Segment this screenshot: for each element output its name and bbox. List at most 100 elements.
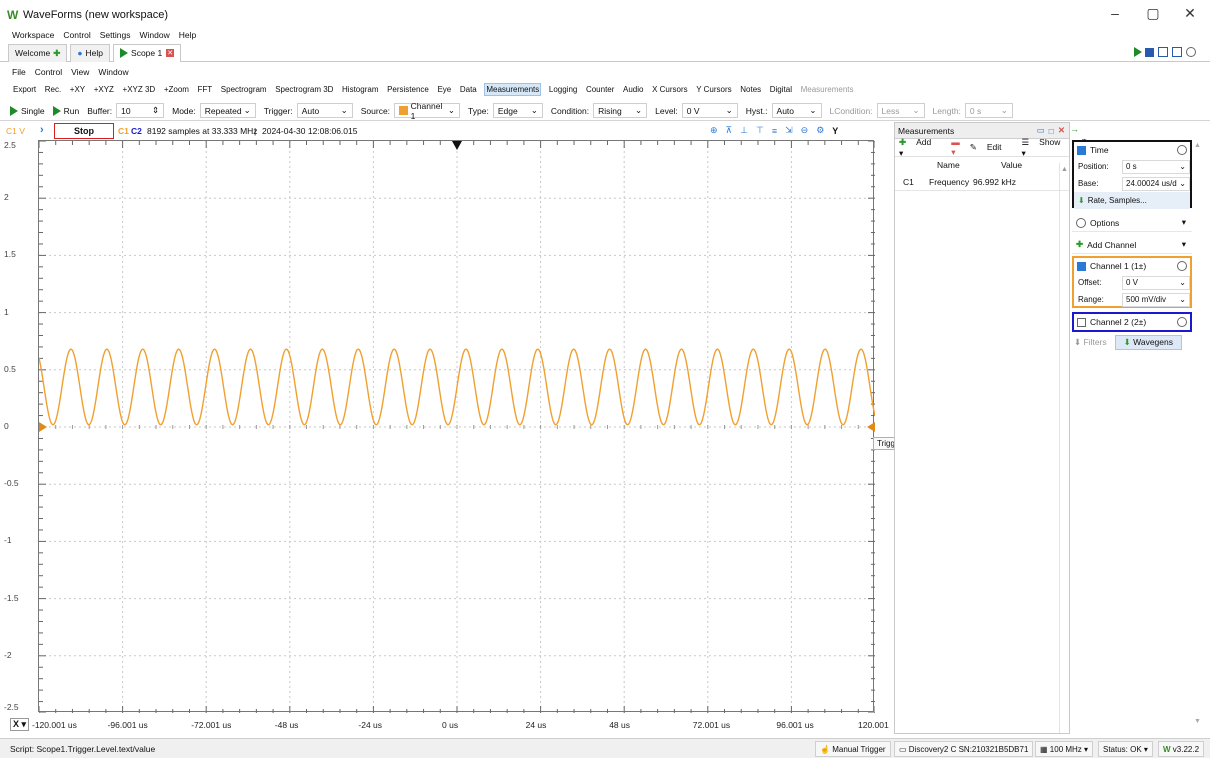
toolbar-item-persistence[interactable]: Persistence	[387, 85, 429, 94]
menu-control[interactable]: Control	[63, 30, 91, 40]
time-header[interactable]: Time	[1074, 142, 1190, 158]
minimize-button[interactable]: –	[1111, 5, 1119, 21]
trigger-select[interactable]: Auto ⌄	[296, 103, 353, 118]
plot-settings-icon[interactable]: ⚙	[816, 125, 825, 135]
y-axis-icon[interactable]: Y	[832, 125, 839, 136]
run-all-icon[interactable]	[1134, 47, 1142, 57]
toolbar-item--xyz-3d[interactable]: +XYZ 3D	[122, 85, 156, 94]
stop-button[interactable]: Stop	[54, 123, 114, 139]
toolbar-item--xy[interactable]: +XY	[69, 85, 86, 94]
edit-measurement-button[interactable]: ✎ Edit	[970, 142, 1012, 153]
type-select[interactable]: Edge ⌄	[492, 103, 543, 118]
remove-measurement-icon[interactable]: ▬ ▾	[951, 137, 960, 157]
toolbar-item-digital[interactable]: Digital	[769, 85, 792, 94]
zoom-icon[interactable]: ⊕	[710, 125, 718, 135]
toolbar-item-x-cursors[interactable]: X Cursors	[652, 85, 688, 94]
toolbar-item-rec-[interactable]: Rec.	[44, 85, 62, 94]
condition-select[interactable]: Rising ⌄	[593, 103, 648, 118]
add-measurement-button[interactable]: ✚ Add ▾	[899, 136, 932, 158]
offset-input[interactable]: 0 V ⌄	[1122, 275, 1190, 290]
position-input[interactable]: 0 s ⌄	[1122, 159, 1190, 174]
channel-2-checkbox[interactable]	[1077, 317, 1086, 327]
toolbar-item-notes[interactable]: Notes	[740, 85, 762, 94]
rate-samples-button[interactable]: ⬇ Rate, Samples...	[1074, 192, 1190, 209]
hyst-input[interactable]: Auto ⌄	[771, 103, 822, 118]
undock-icon[interactable]: ▭	[1036, 125, 1045, 135]
run-button[interactable]: Run	[52, 105, 79, 116]
table-row[interactable]: C1 Frequency 96.992 kHz	[895, 173, 1069, 191]
device-button[interactable]: ▭ Discovery2 C SN:210321B5DB71	[894, 741, 1034, 757]
status-button[interactable]: Status: OK ▾	[1098, 741, 1153, 757]
fit-icon[interactable]: ≡	[771, 125, 778, 136]
menu-help[interactable]: Help	[178, 30, 197, 40]
tab-welcome[interactable]: Welcome ✚	[8, 43, 68, 62]
oscilloscope-plot[interactable]	[38, 140, 876, 714]
c1-indicator[interactable]: C1	[118, 126, 129, 136]
maximize-button[interactable]: ▢	[1146, 5, 1160, 21]
channel-1-header[interactable]: Channel 1 (1±)	[1074, 258, 1190, 274]
channel-2-header[interactable]: Channel 2 (2±)	[1074, 314, 1190, 330]
wavegens-button[interactable]: ⬇ Wavegens	[1114, 334, 1182, 350]
autoscale-icon[interactable]: ⇲	[785, 125, 793, 135]
scroll-up-icon[interactable]: ▲	[1061, 166, 1068, 173]
stop-all-icon[interactable]	[1145, 47, 1154, 57]
tab-scope-1[interactable]: Scope 1 ✕	[113, 43, 182, 62]
measurements-scrollbar[interactable]: ▲	[1059, 163, 1069, 733]
panel-arrow-icon[interactable]: →	[1070, 124, 1079, 134]
channel-2-gear-icon[interactable]	[1177, 317, 1187, 327]
toolbar-item-measurements[interactable]: Measurements	[800, 85, 854, 94]
toolbar-item-eye[interactable]: Eye	[437, 85, 452, 94]
toolbar-item-histogram[interactable]: Histogram	[342, 85, 379, 94]
menu-settings[interactable]: Settings	[99, 30, 131, 40]
toolbar-item-y-cursors[interactable]: Y Cursors	[696, 85, 732, 94]
level-input[interactable]: 0 V ⌄	[681, 103, 738, 118]
toolbar-item-logging[interactable]: Logging	[548, 85, 578, 94]
buffer-input[interactable]: 10 ⇕	[116, 103, 165, 118]
close-button[interactable]: ✕	[1184, 5, 1196, 21]
maximize-panel-icon[interactable]: □	[1048, 125, 1054, 136]
menu-file[interactable]: File	[12, 67, 26, 77]
toolbar-item-spectrogram-3d[interactable]: Spectrogram 3D	[275, 85, 334, 94]
toolbar-item-spectrogram[interactable]: Spectrogram	[220, 85, 267, 94]
single-button[interactable]: Single	[10, 105, 45, 116]
layout-icon[interactable]	[1158, 47, 1168, 57]
source-select[interactable]: Channel 1 ⌄	[394, 101, 461, 121]
toolbar-item-data[interactable]: Data	[459, 85, 477, 94]
right-scroll-up-icon[interactable]: ▲	[1194, 142, 1201, 149]
settings-gear-icon[interactable]	[1186, 47, 1196, 57]
mode-select[interactable]: Repeated ⌄	[199, 103, 256, 118]
x-axis-menu-icon[interactable]: X ▾	[10, 718, 30, 731]
time-checkbox[interactable]	[1077, 145, 1086, 155]
lcondition-select[interactable]: Less ⌄	[876, 103, 925, 118]
menu-workspace[interactable]: Workspace	[12, 30, 55, 40]
cursor-icon[interactable]: ⊼	[725, 125, 733, 135]
length-input[interactable]: 0 s ⌄	[964, 103, 1013, 118]
clock-button[interactable]: ▦ 100 MHz ▾	[1035, 741, 1094, 757]
add-channel-row[interactable]: ✚ Add Channel ▾	[1072, 236, 1192, 254]
h-cursor-icon[interactable]: ⊥	[740, 125, 748, 135]
show-measurement-button[interactable]: ☰ Show ▾	[1021, 136, 1061, 158]
expand-arrow-icon[interactable]: ›	[40, 124, 44, 136]
menu-view[interactable]: View	[71, 67, 90, 77]
toolbar-item--zoom[interactable]: +Zoom	[163, 85, 189, 94]
tab-close-icon[interactable]: ✕	[166, 49, 175, 57]
v-cursor-icon[interactable]: ⊤	[755, 125, 764, 135]
right-scroll-down-icon[interactable]: ▼	[1194, 718, 1201, 725]
range-input[interactable]: 500 mV/div ⌄	[1122, 292, 1190, 307]
close-panel-icon[interactable]: ✕	[1057, 125, 1065, 135]
toolbar-item--xyz[interactable]: +XYZ	[93, 85, 114, 94]
layout-split-icon[interactable]	[1172, 47, 1182, 57]
channel-1-checkbox[interactable]	[1077, 261, 1086, 271]
c2-indicator[interactable]: C2	[131, 126, 142, 136]
toolbar-item-fft[interactable]: FFT	[197, 85, 213, 94]
toolbar-item-audio[interactable]: Audio	[623, 85, 644, 94]
filters-button[interactable]: ⬇ Filters	[1074, 337, 1107, 348]
toolbar-item-measurements[interactable]: Measurements	[484, 83, 542, 96]
version-button[interactable]: W v3.22.2	[1158, 741, 1205, 757]
menu-window-scope[interactable]: Window	[98, 67, 129, 77]
channel-1-gear-icon[interactable]	[1177, 261, 1187, 271]
toolbar-item-export[interactable]: Export	[13, 85, 37, 94]
base-input[interactable]: 24.00024 us/d ⌄	[1122, 176, 1190, 191]
zoom-out-icon[interactable]: ⊖	[800, 125, 809, 135]
menu-control-scope[interactable]: Control	[34, 67, 63, 77]
